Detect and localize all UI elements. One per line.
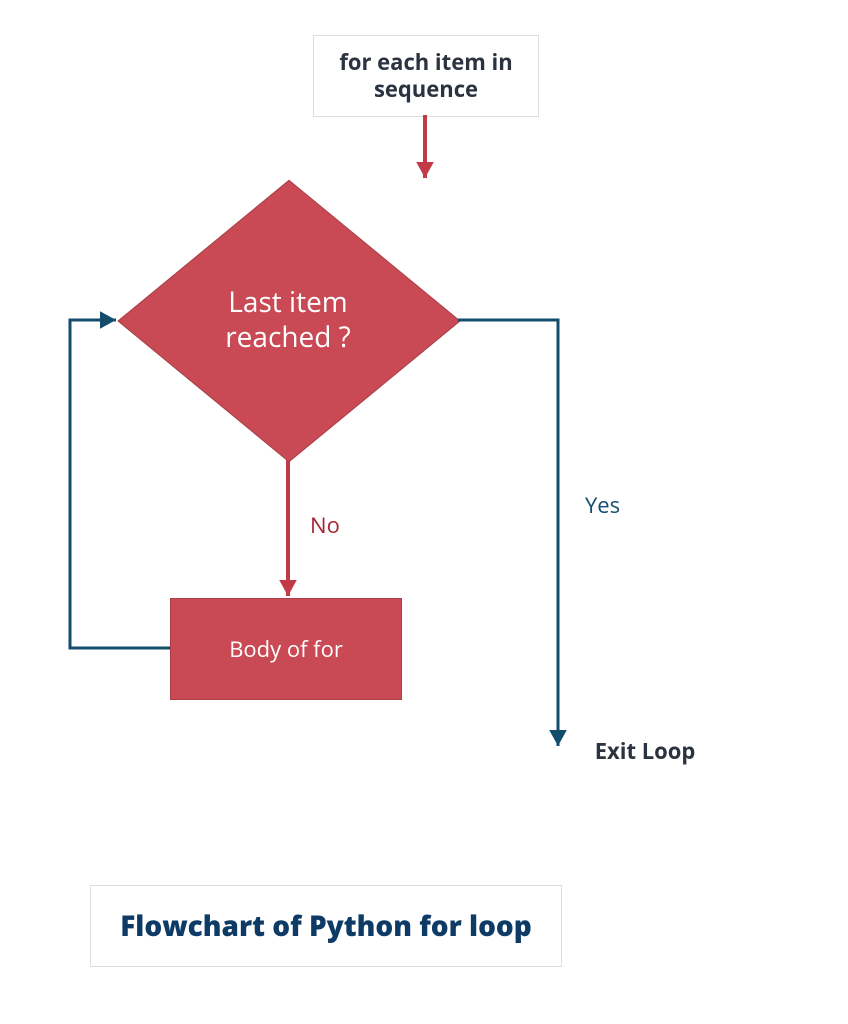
start-node: for each item in sequence — [313, 35, 539, 117]
process-label: Body of for — [229, 634, 343, 664]
start-line2: sequence — [374, 74, 478, 104]
arrows-layer — [0, 0, 848, 1024]
decision-node: Last item reached ? — [118, 180, 458, 460]
flowchart-canvas: for each item in sequence Last item reac… — [0, 0, 848, 1024]
title-label: Flowchart of Python for loop — [120, 907, 532, 945]
process-node: Body of for — [170, 598, 402, 700]
exit-node: Exit Loop — [565, 726, 725, 776]
title-box: Flowchart of Python for loop — [90, 885, 562, 967]
decision-line2: reached ? — [225, 318, 351, 356]
decision-line1: Last item — [228, 283, 347, 321]
edge-label-no: No — [310, 510, 340, 540]
edge-label-yes: Yes — [585, 490, 620, 520]
decision-label: Last item reached ? — [118, 180, 458, 460]
start-line1: for each item in — [339, 47, 512, 77]
exit-label: Exit Loop — [595, 736, 696, 766]
